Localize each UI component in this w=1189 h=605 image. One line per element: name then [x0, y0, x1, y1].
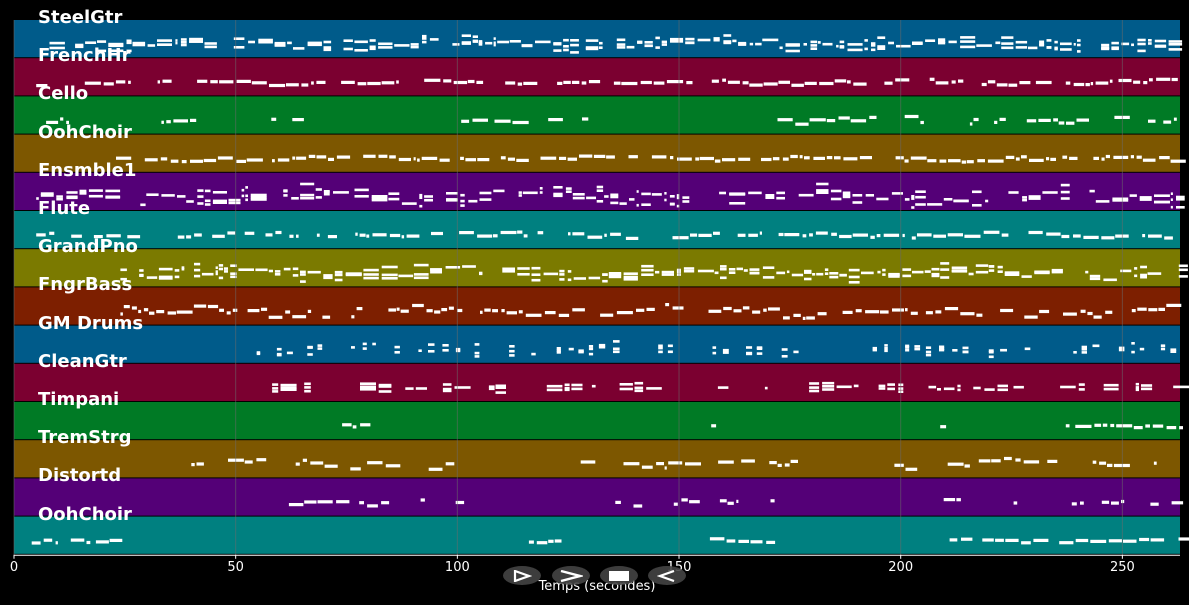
track-notes	[120, 303, 1182, 320]
play-icon	[560, 569, 583, 582]
track-notes	[116, 154, 1186, 164]
track-notes	[36, 77, 1178, 88]
track-lane-background	[14, 211, 1180, 249]
rewind-button[interactable]	[503, 566, 541, 585]
track-notes	[120, 262, 1188, 284]
track-lane-background	[14, 440, 1180, 478]
tick-label: 200	[888, 560, 914, 575]
track-lane[interactable]	[14, 249, 1188, 287]
track-notes	[36, 182, 1185, 209]
track-notes	[191, 456, 1157, 471]
back-icon	[657, 569, 675, 582]
track-lane-background	[14, 96, 1180, 134]
tick-label: 100	[444, 560, 470, 575]
tick-label: 0	[9, 560, 19, 575]
track-lane[interactable]	[14, 363, 1189, 401]
track-lane-background	[14, 363, 1180, 401]
track-lane[interactable]	[14, 172, 1185, 210]
track-lane[interactable]	[14, 96, 1180, 134]
tick-label: 50	[227, 560, 244, 575]
track-lane[interactable]	[14, 287, 1182, 325]
track-notes	[36, 230, 1173, 240]
track-lane[interactable]	[14, 516, 1189, 554]
track-lane[interactable]	[14, 134, 1186, 172]
track-lane[interactable]	[14, 478, 1184, 516]
rewind-icon	[513, 569, 532, 582]
play-button[interactable]	[552, 566, 590, 585]
track-notes	[46, 114, 1177, 126]
track-notes	[272, 381, 1189, 394]
back-button[interactable]	[648, 566, 686, 585]
track-lane[interactable]	[14, 20, 1183, 58]
track-notes	[256, 340, 1177, 359]
track-lane-background	[14, 134, 1180, 172]
stop-button[interactable]	[600, 566, 638, 585]
track-lane-background	[14, 20, 1180, 58]
track-lane-background	[14, 325, 1180, 363]
track-lane-background	[14, 287, 1180, 325]
track-lane[interactable]	[14, 211, 1180, 249]
track-lane-background	[14, 402, 1180, 440]
track-lane-background	[14, 516, 1180, 554]
stop-icon	[609, 570, 629, 581]
tick-label: 250	[1109, 560, 1135, 575]
track-lane[interactable]	[14, 325, 1180, 363]
track-lane[interactable]	[14, 440, 1180, 478]
track-notes	[31, 537, 1189, 545]
track-lane[interactable]	[14, 58, 1180, 96]
track-lane-background	[14, 249, 1180, 287]
track-lane-background	[14, 478, 1180, 516]
track-notes	[342, 423, 1183, 430]
track-lane-background	[14, 58, 1180, 96]
track-lane[interactable]	[14, 402, 1183, 440]
track-notes	[49, 34, 1183, 54]
